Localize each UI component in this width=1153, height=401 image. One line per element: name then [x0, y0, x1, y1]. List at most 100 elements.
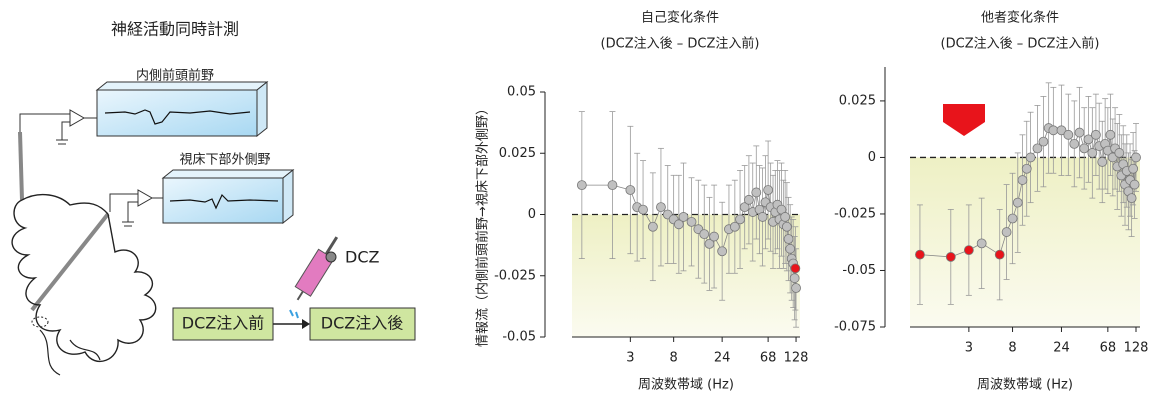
point [976, 238, 987, 249]
diagram-title: 神経活動同時計測 [111, 20, 239, 39]
y-tick-label: -0.05 [502, 330, 536, 345]
chart-subtitle: (DCZ注入後 – DCZ注入前) [941, 36, 1100, 52]
chart-title: 他者変化条件 [981, 10, 1059, 26]
point [1032, 143, 1043, 154]
syringe [294, 236, 339, 301]
point [709, 231, 719, 242]
point [1007, 213, 1018, 224]
point [1090, 129, 1101, 140]
point [1038, 136, 1049, 147]
region-label: 視床下部外側野 [179, 153, 270, 168]
point [1021, 163, 1032, 174]
box-top [95, 81, 269, 91]
point [789, 273, 800, 284]
point [785, 243, 796, 254]
drug-label: DCZ [345, 248, 379, 267]
region-label: 内側前頭前野 [136, 68, 214, 84]
point [783, 234, 794, 244]
y-tick-label: -0.05 [842, 263, 876, 278]
point [1131, 152, 1141, 163]
point [1012, 197, 1023, 208]
point [1128, 163, 1139, 174]
y-tick-label: -0.025 [494, 268, 536, 283]
brain-outline [11, 193, 157, 363]
point [704, 238, 715, 249]
box-side [282, 168, 294, 225]
y-tick-label: 0 [868, 150, 876, 165]
point [1056, 125, 1067, 136]
point [607, 180, 618, 191]
point [1083, 134, 1094, 145]
point [963, 245, 974, 256]
plunger-head [325, 251, 337, 263]
negative-region [572, 214, 800, 337]
diagram: 神経活動同時計測 内側前頭前野 視床下部外側野 DCZ DCZ注入前 [11, 20, 416, 376]
y-tick-label: -0.025 [834, 206, 876, 221]
point [791, 283, 801, 293]
x-tick-label: 3 [965, 341, 973, 356]
point [678, 212, 689, 222]
point [915, 249, 925, 260]
trace [104, 109, 251, 125]
plunger [324, 236, 339, 255]
trace [169, 193, 279, 210]
point [656, 202, 666, 213]
point [1048, 125, 1059, 136]
stage-box [309, 307, 416, 341]
point [1074, 127, 1085, 138]
recording-box [96, 89, 258, 137]
point [647, 221, 658, 232]
point [1001, 227, 1012, 237]
point [763, 185, 774, 195]
x-tick-label: 8 [1008, 341, 1016, 356]
wire [19, 113, 97, 145]
x-tick-label: 68 [760, 351, 777, 366]
box-top [161, 169, 295, 179]
point [1129, 179, 1140, 190]
point [1069, 138, 1080, 149]
x-tick-label: 3 [626, 351, 634, 366]
point [1105, 129, 1116, 140]
y-tick-label: 0.025 [839, 93, 876, 108]
electrode [30, 212, 110, 312]
drop [289, 309, 299, 319]
point [673, 219, 684, 230]
point [780, 212, 791, 222]
point [945, 252, 956, 262]
brain-fold [39, 329, 101, 376]
point [1079, 143, 1090, 154]
arrow-head [302, 319, 310, 329]
point [699, 229, 710, 240]
x-axis-label: 周波数帯域 (Hz) [638, 378, 734, 393]
point [1087, 148, 1098, 158]
point [735, 214, 745, 225]
point [1097, 157, 1108, 167]
point [739, 202, 750, 213]
point [751, 187, 762, 198]
y-tick-label: 0 [528, 207, 536, 222]
point [790, 263, 801, 274]
point [781, 221, 792, 232]
x-tick-label: 128 [1124, 341, 1149, 356]
stage-label: DCZ注入前 [182, 314, 264, 333]
x-tick-label: 68 [1100, 341, 1117, 356]
point [1017, 175, 1028, 185]
amplifier [69, 109, 86, 127]
wire [109, 193, 163, 227]
box-side [256, 80, 268, 138]
needle [296, 290, 304, 301]
x-tick-label: 24 [1053, 341, 1070, 356]
y-axis-label: 情報流（内側前頭前野→視床下部外側野） [475, 102, 491, 347]
point [1025, 152, 1036, 163]
chart-title: 自己変化条件 [641, 10, 719, 26]
point [757, 212, 768, 222]
highlight-arrow [943, 104, 985, 136]
stage-label: DCZ注入後 [321, 314, 403, 333]
electrode [18, 131, 24, 201]
point [1114, 148, 1125, 158]
point [1063, 129, 1074, 140]
x-tick-label: 128 [784, 351, 809, 366]
point [744, 194, 754, 205]
point [686, 216, 697, 227]
x-axis-label: 周波数帯域 (Hz) [977, 378, 1073, 393]
